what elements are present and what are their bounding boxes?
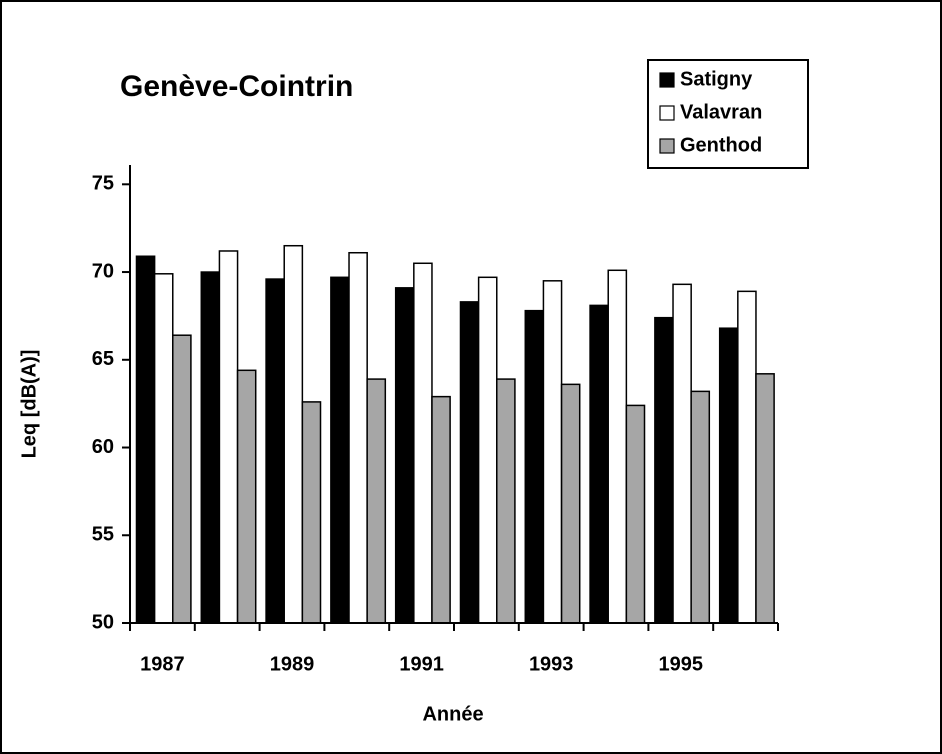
x-tick-label: 1993 <box>529 653 574 675</box>
bar <box>524 309 545 624</box>
legend-swatch <box>659 138 675 154</box>
bar <box>718 327 739 624</box>
y-tick-label: 70 <box>92 260 114 282</box>
bar <box>737 290 757 624</box>
x-tick-label: 1991 <box>399 653 444 675</box>
bar <box>200 271 221 624</box>
bar <box>301 401 322 624</box>
bar <box>607 269 628 624</box>
bar <box>690 390 711 624</box>
chart-title: Genève-Cointrin <box>120 70 353 103</box>
y-tick-label: 60 <box>92 436 114 458</box>
legend-label: Genthod <box>680 134 762 156</box>
bar <box>153 273 174 624</box>
legend-swatch <box>659 72 675 88</box>
x-axis-label: Année <box>422 703 483 725</box>
legend-label: Satigny <box>680 68 753 90</box>
y-axis-label: Leq [dB(A)] <box>18 350 40 459</box>
x-tick-label: 1987 <box>140 653 185 675</box>
bar <box>755 373 775 624</box>
bar <box>218 250 239 624</box>
bar <box>496 378 516 624</box>
y-tick-label: 65 <box>92 348 114 370</box>
bar <box>135 255 156 624</box>
bar <box>654 316 674 624</box>
bar <box>413 262 433 624</box>
bar <box>560 383 581 624</box>
bar <box>172 334 192 624</box>
bar <box>366 378 387 624</box>
bar <box>542 280 563 624</box>
bar <box>672 283 692 624</box>
bar <box>477 276 498 624</box>
bar <box>330 276 350 624</box>
y-tick-label: 50 <box>92 611 114 633</box>
bar <box>394 287 415 624</box>
legend-label: Valavran <box>680 101 762 123</box>
bar <box>348 251 368 624</box>
bar <box>459 301 480 624</box>
legend-swatch <box>659 105 675 121</box>
bar <box>265 278 285 624</box>
x-tick-label: 1995 <box>659 653 704 675</box>
bar <box>625 404 646 624</box>
legend-box <box>647 59 809 169</box>
y-tick-label: 75 <box>92 173 114 195</box>
bar <box>236 369 257 624</box>
y-tick-label: 55 <box>92 524 114 546</box>
bar <box>589 304 609 624</box>
bar <box>431 395 451 624</box>
x-tick-label: 1989 <box>270 653 315 675</box>
bar <box>283 244 304 624</box>
